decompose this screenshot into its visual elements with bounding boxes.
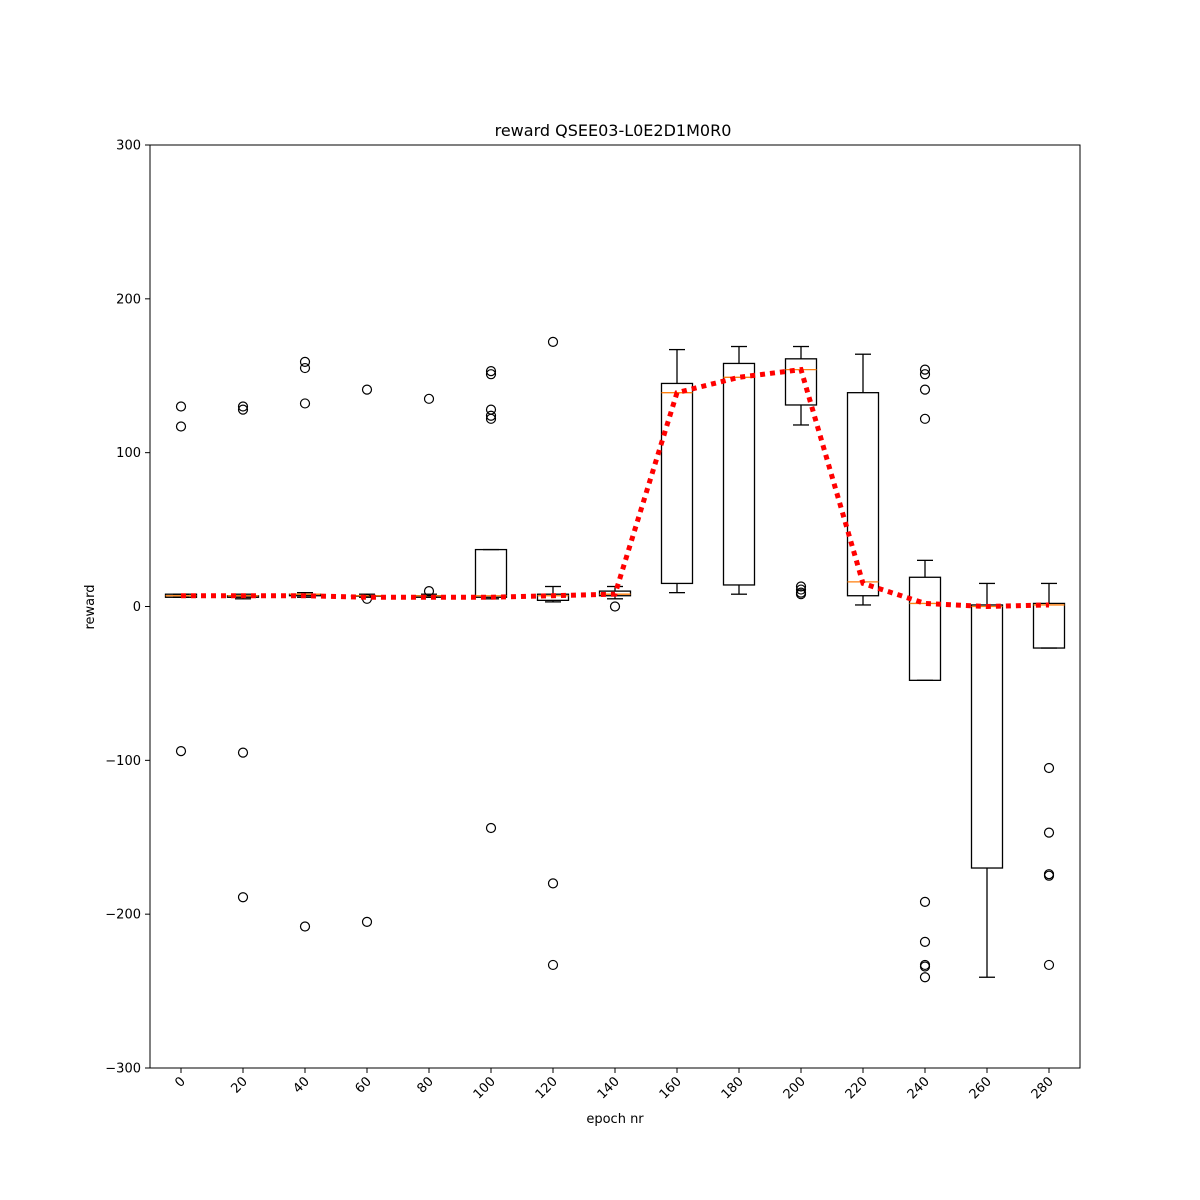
- box-group-60: [350, 384, 384, 927]
- outlier-point: [485, 369, 497, 380]
- y-tick-label: 300: [116, 139, 141, 154]
- outlier-point: [299, 362, 311, 374]
- box-group-220: [846, 353, 880, 606]
- outlier-point: [237, 892, 249, 903]
- box-iqr: [722, 362, 756, 586]
- outlier-point: [361, 384, 373, 395]
- outlier-point: [919, 961, 931, 972]
- outlier-point: [175, 401, 187, 412]
- outlier-point: [299, 356, 311, 368]
- outlier-point: [485, 410, 497, 421]
- box-iqr: [846, 392, 880, 597]
- chart-title: reward QSEE03-L0E2D1M0R0: [495, 121, 732, 140]
- x-axis-label: epoch nr: [586, 1112, 644, 1127]
- outlier-point: [423, 393, 435, 404]
- outlier-point: [237, 747, 249, 758]
- outlier-point: [547, 336, 559, 348]
- y-tick-label: 200: [116, 292, 141, 307]
- outlier-point: [795, 581, 807, 592]
- box-iqr: [1032, 602, 1066, 649]
- box-group-240: [908, 364, 942, 983]
- outlier-point: [299, 398, 311, 409]
- outlier-point: [547, 878, 559, 889]
- outlier-point: [237, 401, 249, 412]
- outlier-point: [485, 413, 497, 424]
- outlier-point: [547, 959, 559, 971]
- outlier-point: [795, 584, 807, 595]
- outlier-point: [1043, 959, 1055, 971]
- y-tick-label: −100: [105, 754, 141, 769]
- outlier-point: [919, 364, 931, 375]
- outlier-point: [485, 822, 497, 834]
- y-axis-label: reward: [83, 584, 98, 629]
- outlier-point: [175, 421, 187, 432]
- outlier-point: [1043, 762, 1055, 774]
- outlier-point: [919, 972, 931, 983]
- outlier-point: [795, 589, 807, 600]
- outlier-point: [1043, 870, 1055, 881]
- outlier-point: [485, 366, 497, 377]
- outlier-point: [423, 586, 435, 597]
- outlier-point: [361, 916, 373, 927]
- y-tick-label: −300: [105, 1062, 141, 1077]
- y-tick-label: 0: [133, 600, 141, 615]
- axes-frame: [149, 144, 1081, 1069]
- outlier-point: [919, 384, 931, 395]
- box-group-200: [784, 345, 818, 600]
- plot-area: [164, 336, 1066, 983]
- outlier-point: [919, 369, 931, 380]
- y-tick-label: 100: [116, 446, 141, 461]
- box-iqr: [784, 358, 818, 406]
- box-iqr: [660, 382, 694, 585]
- outlier-point: [919, 896, 931, 907]
- box-iqr: [908, 576, 942, 681]
- outlier-point: [175, 746, 187, 757]
- box-group-180: [722, 345, 756, 595]
- outlier-point: [1043, 827, 1055, 838]
- outlier-point: [609, 601, 621, 612]
- outlier-point: [299, 921, 311, 932]
- outlier-point: [919, 413, 931, 424]
- outlier-point: [919, 936, 931, 947]
- y-tick-label: −200: [105, 908, 141, 923]
- mean-trend-line: [181, 366, 1050, 610]
- outlier-point: [237, 404, 249, 415]
